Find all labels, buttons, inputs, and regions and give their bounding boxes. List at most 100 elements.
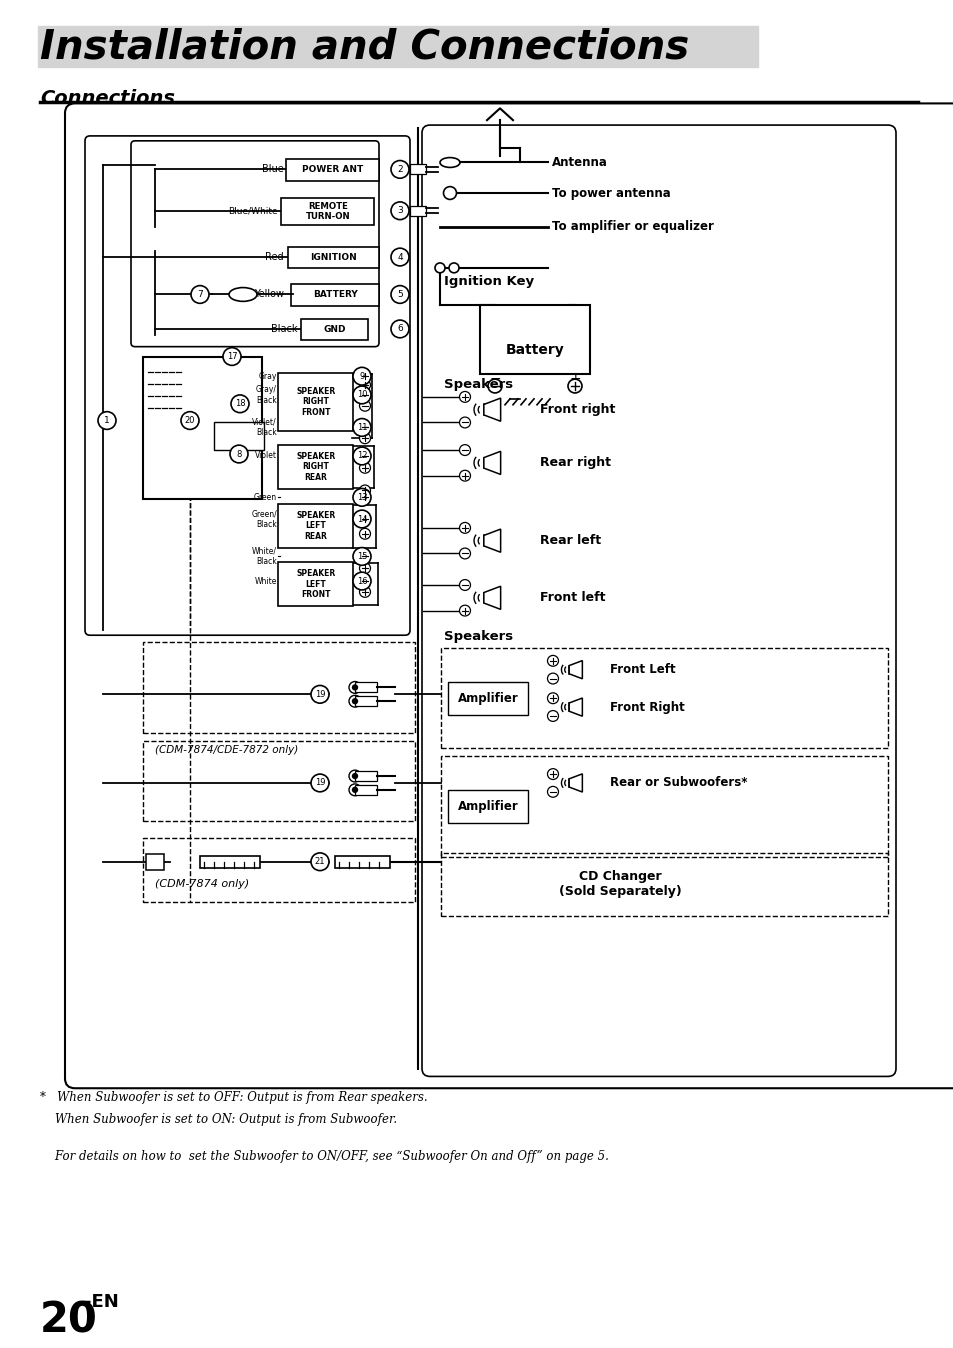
Ellipse shape	[229, 287, 256, 302]
Text: 3: 3	[396, 206, 402, 216]
Text: Front left: Front left	[539, 592, 605, 604]
Text: 12: 12	[356, 452, 367, 461]
Bar	[38, 26, 758, 67]
Polygon shape	[483, 530, 500, 553]
Text: To amplifier or equalizer: To amplifier or equalizer	[552, 220, 713, 233]
Circle shape	[311, 853, 329, 871]
Circle shape	[459, 445, 470, 456]
Circle shape	[353, 386, 371, 404]
Circle shape	[547, 768, 558, 779]
Circle shape	[547, 710, 558, 721]
FancyBboxPatch shape	[421, 125, 895, 1077]
Text: 6: 6	[396, 325, 402, 333]
Circle shape	[359, 514, 370, 524]
Circle shape	[359, 492, 370, 503]
Text: 1: 1	[104, 417, 110, 425]
Circle shape	[459, 417, 470, 427]
Circle shape	[353, 572, 371, 590]
Text: Antenna: Antenna	[552, 156, 607, 168]
Text: 9: 9	[359, 372, 364, 380]
Circle shape	[459, 580, 470, 590]
Circle shape	[353, 488, 371, 507]
Bar	[440, 853, 887, 915]
Text: White/
Black: White/ Black	[252, 547, 276, 566]
Text: *   When Subwoofer is set to OFF: Output is from Rear speakers.: * When Subwoofer is set to OFF: Output i…	[40, 1091, 427, 1104]
Circle shape	[359, 390, 370, 400]
Bar	[355, 682, 376, 693]
Bar	[569, 704, 574, 712]
Circle shape	[181, 411, 199, 430]
Circle shape	[391, 160, 409, 178]
Bar	[440, 648, 887, 748]
FancyBboxPatch shape	[143, 357, 262, 499]
Polygon shape	[569, 661, 581, 679]
Circle shape	[547, 673, 558, 683]
Circle shape	[359, 586, 370, 597]
Polygon shape	[483, 586, 500, 609]
Text: Connections: Connections	[40, 89, 174, 108]
Text: Gray/
Black: Gray/ Black	[255, 386, 276, 404]
Text: 17: 17	[227, 352, 237, 361]
Circle shape	[359, 400, 370, 411]
Text: 2: 2	[396, 164, 402, 174]
Circle shape	[449, 263, 458, 272]
FancyBboxPatch shape	[131, 140, 378, 346]
Circle shape	[359, 528, 370, 539]
FancyBboxPatch shape	[213, 422, 264, 450]
Circle shape	[353, 547, 371, 565]
Circle shape	[353, 510, 371, 528]
Bar	[569, 779, 574, 787]
Text: For details on how to  set the Subwoofer to ON/OFF, see “Subwoofer On and Off” o: For details on how to set the Subwoofer …	[40, 1150, 608, 1163]
Text: When Subwoofer is set to ON: Output is from Subwoofer.: When Subwoofer is set to ON: Output is f…	[40, 1113, 396, 1126]
Circle shape	[231, 395, 249, 412]
Text: 20: 20	[185, 417, 195, 425]
Bar	[355, 785, 376, 795]
Text: 14: 14	[356, 515, 367, 523]
Bar	[479, 305, 589, 375]
FancyBboxPatch shape	[278, 445, 354, 489]
Bar	[410, 164, 426, 174]
Circle shape	[359, 433, 370, 443]
Circle shape	[311, 774, 329, 791]
Text: 10: 10	[356, 391, 367, 399]
Circle shape	[459, 605, 470, 616]
Ellipse shape	[439, 158, 459, 167]
Text: White: White	[254, 577, 276, 585]
Circle shape	[359, 462, 370, 473]
Circle shape	[353, 419, 371, 437]
Text: Rear or Subwoofers*: Rear or Subwoofers*	[609, 776, 747, 790]
Circle shape	[352, 685, 357, 690]
Circle shape	[391, 202, 409, 220]
Circle shape	[391, 319, 409, 338]
Text: SPEAKER
RIGHT
FRONT: SPEAKER RIGHT FRONT	[296, 387, 335, 417]
Circle shape	[353, 368, 371, 386]
Text: (CDM-7874/CDE-7872 only): (CDM-7874/CDE-7872 only)	[154, 745, 298, 755]
Circle shape	[459, 523, 470, 534]
Circle shape	[359, 371, 370, 381]
Circle shape	[311, 685, 329, 704]
Circle shape	[391, 286, 409, 303]
Bar	[200, 856, 260, 868]
Circle shape	[359, 551, 370, 562]
Text: BATTERY: BATTERY	[313, 290, 357, 299]
FancyBboxPatch shape	[278, 562, 354, 607]
Circle shape	[567, 379, 581, 394]
Polygon shape	[569, 698, 581, 716]
Circle shape	[459, 549, 470, 559]
Text: Battery: Battery	[505, 342, 564, 357]
Text: 20: 20	[40, 1299, 98, 1343]
Circle shape	[349, 696, 360, 708]
Text: 19: 19	[314, 778, 325, 787]
Bar	[483, 457, 490, 468]
Text: Green/
Black: Green/ Black	[251, 510, 276, 528]
Text: Rear left: Rear left	[539, 534, 600, 547]
Text: -EN: -EN	[84, 1293, 118, 1312]
Text: Violet/
Black: Violet/ Black	[253, 418, 276, 437]
Circle shape	[359, 422, 370, 433]
Circle shape	[547, 693, 558, 704]
Text: Blue/White: Blue/White	[228, 206, 277, 216]
FancyBboxPatch shape	[448, 682, 527, 714]
Text: CD Changer
(Sold Separately): CD Changer (Sold Separately)	[558, 871, 680, 898]
FancyBboxPatch shape	[288, 247, 379, 268]
Text: SPEAKER
LEFT
FRONT: SPEAKER LEFT FRONT	[296, 569, 335, 599]
